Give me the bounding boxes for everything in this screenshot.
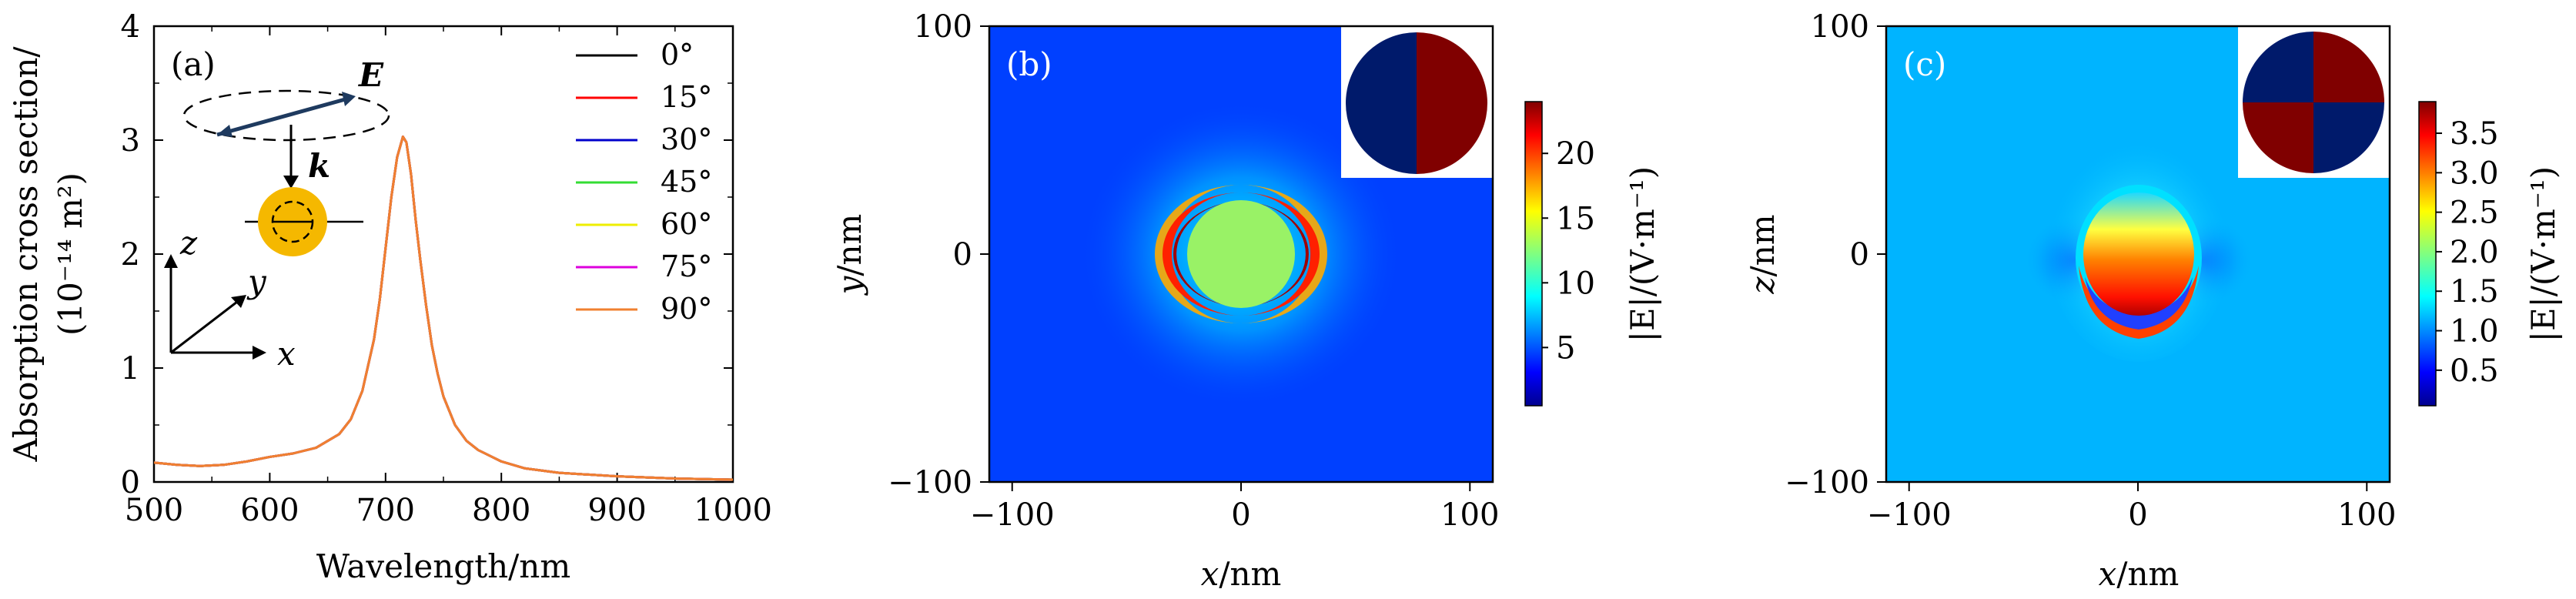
x-tick-label-a: 600	[240, 493, 299, 528]
panel-label-a: (a)	[171, 45, 216, 83]
series-line	[154, 136, 733, 481]
colorbar-tick-label: 10	[1556, 266, 1595, 301]
x-tick-label-a: 900	[587, 493, 646, 528]
e-label: E	[358, 56, 384, 94]
y-axis-label-a-line1: Absorption cross section/	[7, 46, 45, 463]
y-tick-label-a: 2	[121, 237, 140, 273]
panel-b: −100 0 100 −100 0 100 (b) x/nm y/nm 5 10 15 20 |…	[831, 9, 1661, 593]
x-label: x	[277, 335, 296, 373]
colorbar-tick-label: 15	[1556, 201, 1595, 236]
schematic-inset: E k z y x	[164, 56, 390, 373]
k-arrowhead	[283, 176, 299, 189]
y-label: y	[246, 263, 267, 300]
legend-entry: 15°	[661, 80, 712, 114]
legend-entry: 45°	[661, 165, 712, 199]
colorbar-tick-label: 3.5	[2450, 116, 2499, 152]
y-axis-label-a-line2: (10⁻¹⁴ m²)	[52, 172, 89, 336]
y-tick-label: −100	[888, 465, 972, 500]
colorbar-b	[1524, 101, 1543, 407]
y-axis-arrow	[170, 300, 238, 354]
y-tick-label-a: 1	[121, 351, 140, 387]
heatmap-c	[1886, 26, 2390, 482]
k-label: k	[308, 147, 330, 185]
y-axis-label-c: z/nm	[1744, 214, 1781, 294]
y-tick-label-a: 4	[121, 9, 140, 45]
y-arrowhead	[231, 295, 246, 308]
x-tick-label: 0	[2128, 497, 2147, 533]
panel-label-c: (c)	[1903, 45, 1946, 83]
series-line	[154, 136, 733, 481]
y-tick-label: 100	[1811, 9, 1869, 45]
colorbar-tick-label: 20	[1556, 136, 1595, 172]
y-tick-label: −100	[1785, 465, 1869, 500]
panel-a: 500 600 700 800 900 1000 0 1 2 3 4 (a) Wavelength…	[7, 9, 772, 585]
colorbar-tick-label: 3.0	[2450, 156, 2499, 191]
legend-entry: 90°	[661, 292, 712, 326]
x-tick-label-a: 500	[125, 493, 183, 528]
colorbar-label-c: |E|/(V·m⁻¹)	[2524, 166, 2562, 342]
plot-frame-a	[152, 25, 734, 484]
series-line	[154, 136, 733, 481]
dashed-ellipse	[182, 89, 390, 142]
x-axis-label-a: Wavelength/nm	[316, 547, 570, 585]
series-line	[154, 136, 733, 481]
x-tick-label: 100	[2337, 497, 2396, 533]
panel-label-b: (b)	[1006, 45, 1052, 83]
y-tick-label: 100	[914, 9, 972, 45]
colorbar-tick-label: 1.5	[2450, 274, 2499, 310]
y-tick-label: 0	[1850, 237, 1869, 273]
x-tick-label: −100	[970, 497, 1055, 533]
x-axis-label-c: x/nm	[2099, 555, 2180, 593]
colorbar-tick-label: 0.5	[2450, 353, 2499, 389]
colorbar-tick-label: 2.0	[2450, 235, 2499, 270]
legend-entry: 30°	[661, 122, 712, 156]
y-tick-label-a: 0	[121, 465, 140, 500]
series-line	[154, 136, 733, 481]
x-tick-label: −100	[1867, 497, 1952, 533]
e-arrowhead-right	[342, 92, 356, 106]
panel-c: −100 0 100 −100 0 100 (c) x/nm z/nm 0.51.0 1.5…	[1744, 9, 2562, 593]
x-tick-label: 0	[1231, 497, 1250, 533]
legend-entry: 60°	[661, 207, 712, 241]
y-tick-label-a: 3	[121, 123, 140, 159]
colorbar-tick-label: 1.0	[2450, 314, 2499, 350]
series-line	[154, 136, 733, 481]
x-tick-label: 100	[1440, 497, 1499, 533]
colorbar-label-b: |E|/(V·m⁻¹)	[1624, 166, 1661, 342]
z-label: z	[179, 224, 198, 262]
y-tick-label: 0	[953, 237, 972, 273]
series-line	[154, 136, 733, 481]
legend-entry: 0°	[661, 38, 694, 72]
e-field-arrow	[216, 96, 349, 137]
colorbar-tick-label: 2.5	[2450, 196, 2499, 231]
y-axis-label-b: y/nm	[831, 214, 868, 296]
colorbar-c	[2418, 101, 2437, 407]
x-axis-label-b: x/nm	[1201, 555, 1282, 593]
x-tick-label-a: 1000	[694, 493, 772, 528]
legend-a: 0° 15° 30° 45° 60° 75° 90°	[576, 38, 712, 326]
x-arrowhead	[253, 346, 266, 360]
x-tick-label-a: 700	[356, 493, 415, 528]
x-tick-label-a: 800	[472, 493, 530, 528]
legend-entry: 75°	[661, 249, 712, 283]
e-arrowhead-left	[217, 125, 233, 137]
heatmap-b	[989, 26, 1493, 482]
z-arrowhead	[164, 254, 178, 268]
colorbar-tick-label: 5	[1556, 330, 1575, 366]
